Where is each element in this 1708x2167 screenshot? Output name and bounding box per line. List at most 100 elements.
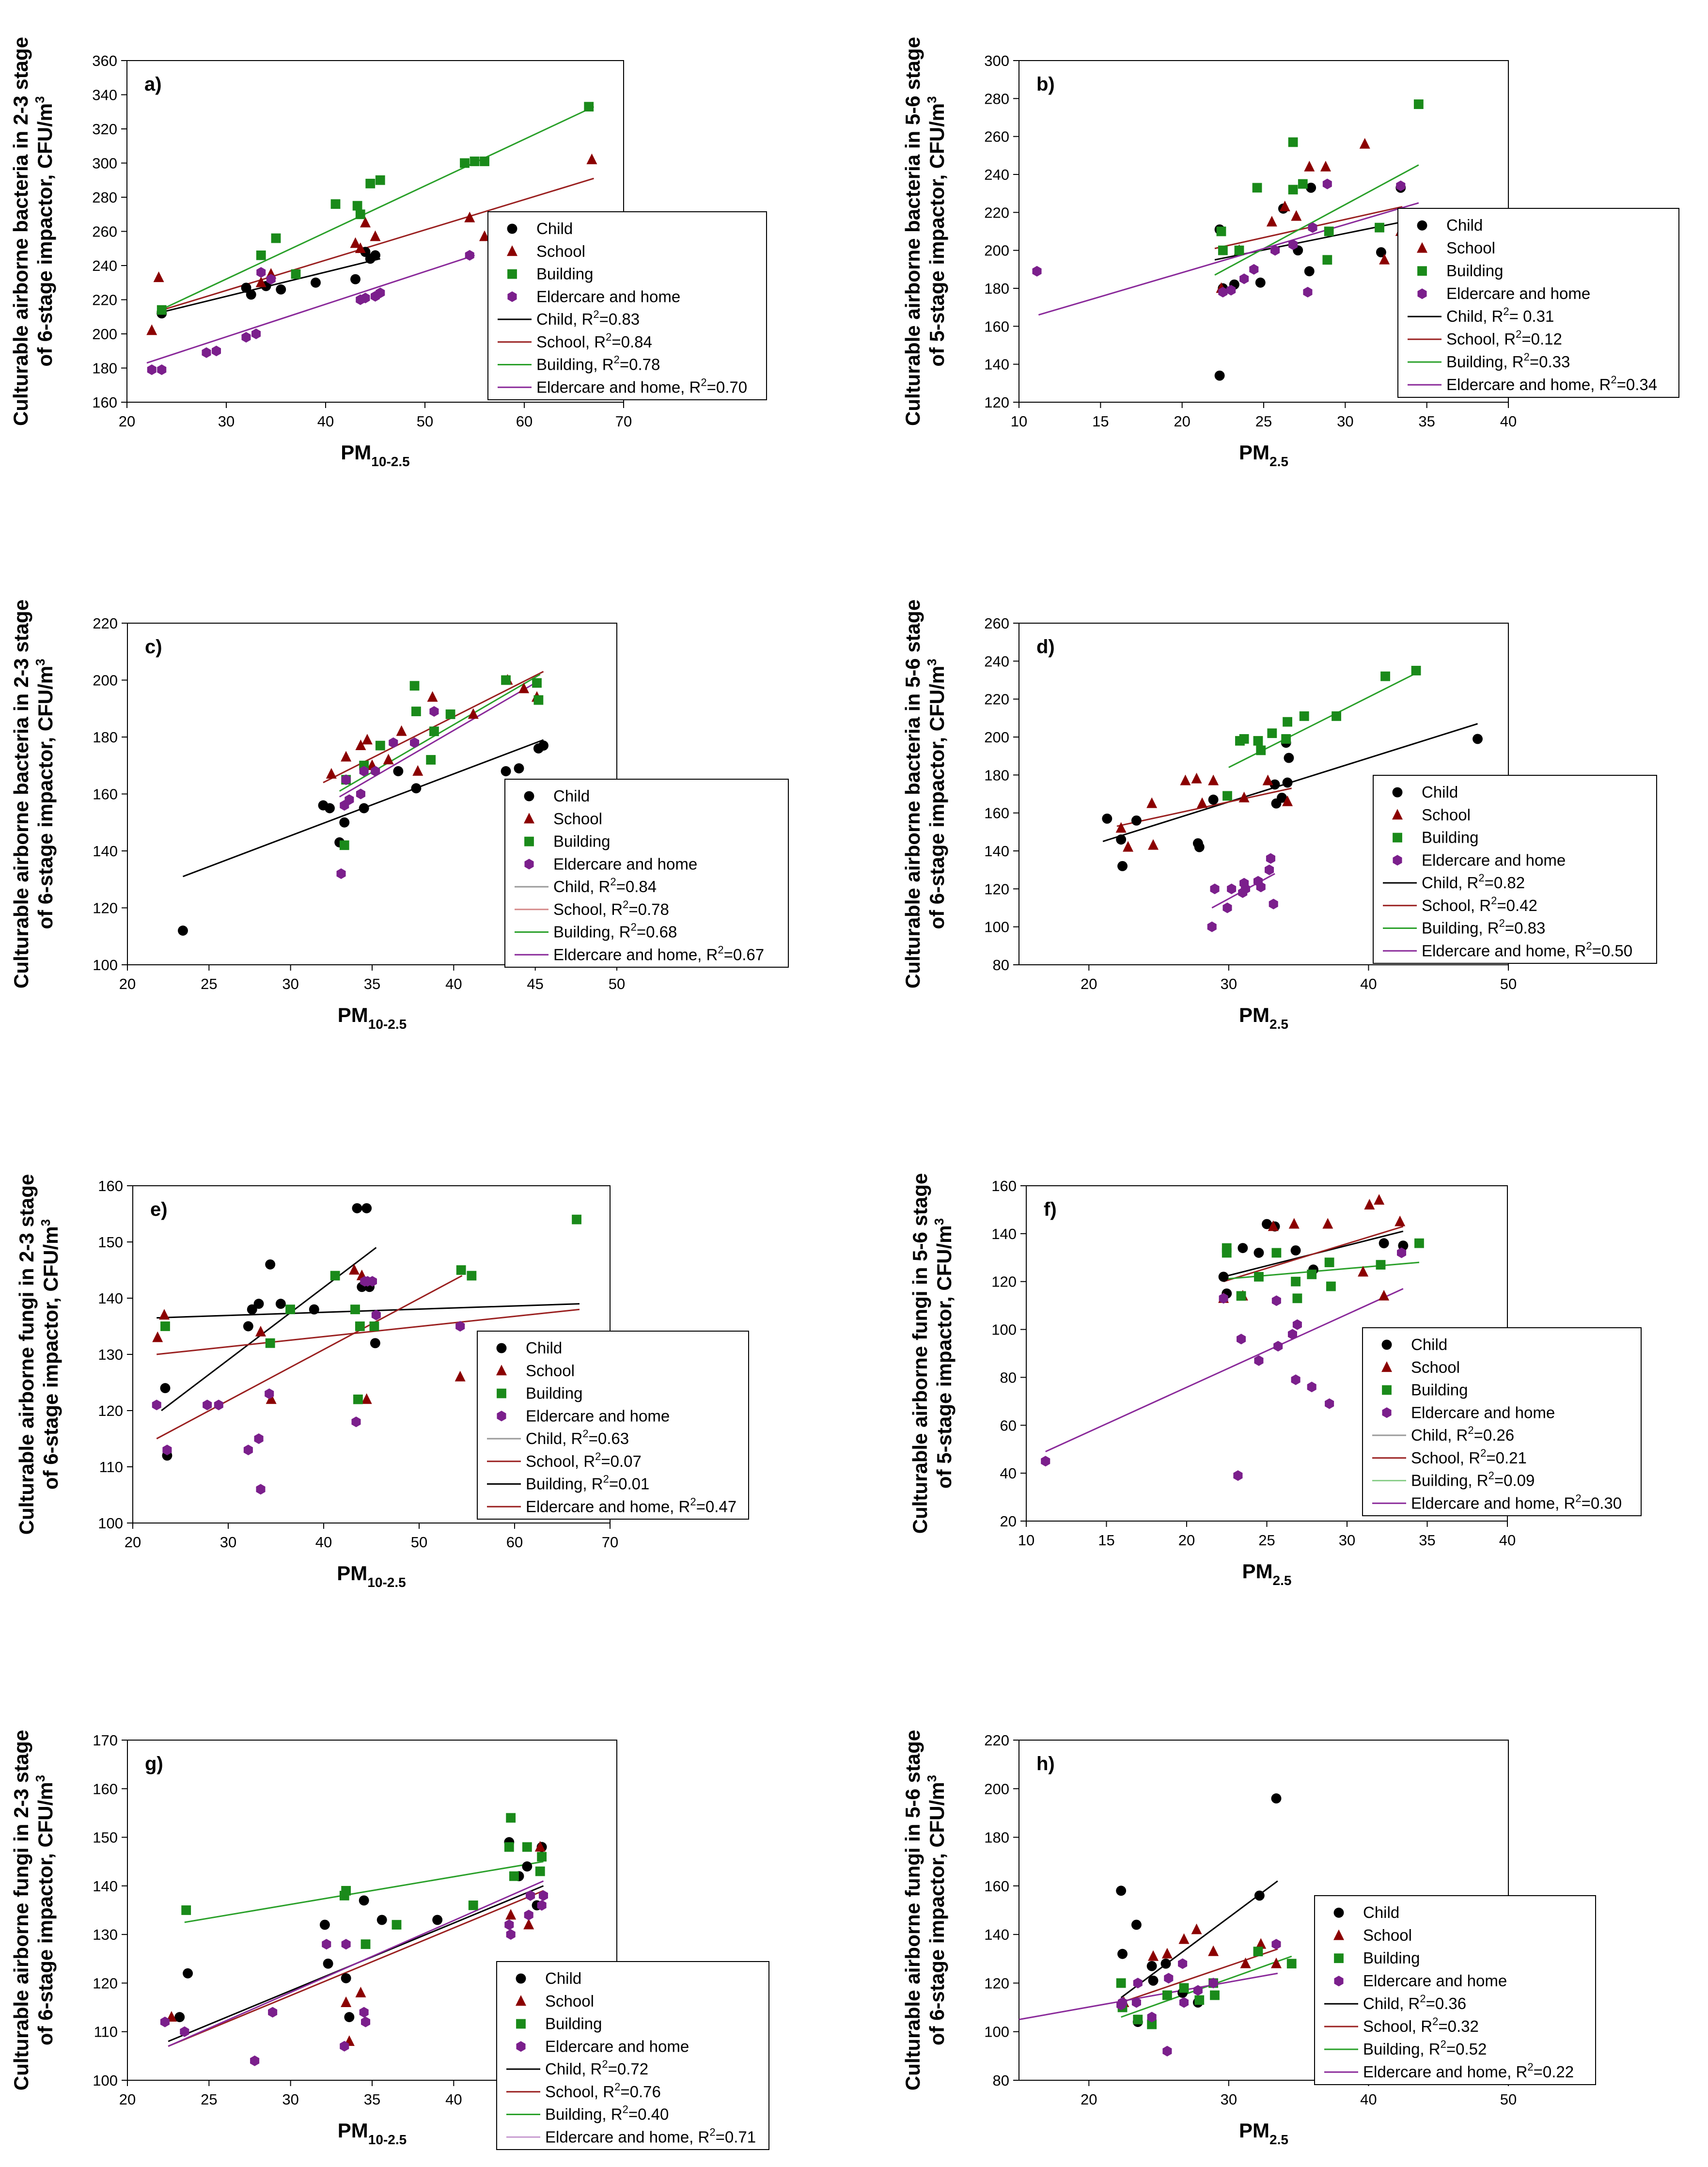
legend: Child School Building Eldercare and home Chi… — [477, 1331, 749, 1520]
point-child — [522, 1861, 533, 1872]
point-eldercare-and-home — [361, 2016, 371, 2027]
point-school — [1161, 1947, 1173, 1959]
point-eldercare-and-home — [1256, 881, 1266, 893]
point-building — [1326, 1281, 1336, 1291]
point-school — [505, 1909, 517, 1920]
point-school — [1395, 1215, 1406, 1226]
point-eldercare-and-home — [341, 1939, 351, 1950]
legend-fit-r2: =0.50 — [1592, 942, 1633, 959]
x-tick-label: 35 — [1419, 1532, 1435, 1549]
point-eldercare-and-home — [1265, 864, 1274, 876]
x-axis-label-sub: 2.5 — [1269, 1017, 1288, 1032]
point-eldercare-and-home — [359, 766, 369, 777]
x-tick-label: 40 — [1499, 1532, 1516, 1549]
fit-line-school — [157, 1308, 580, 1355]
point-building — [350, 1304, 360, 1315]
legend-fit-name: Child, R — [536, 310, 593, 328]
point-school — [341, 751, 352, 762]
fit-line-building — [156, 106, 595, 313]
x-axis-label: PM2.5 — [1239, 2119, 1288, 2147]
y-axis-label-line2: of 6-stage impactor, CFU/m — [34, 666, 57, 929]
point-building — [506, 1813, 516, 1823]
point-building — [1162, 1990, 1172, 2000]
legend-marker-child — [1392, 787, 1403, 798]
legend-fit-name: School, R — [536, 333, 606, 351]
legend-box — [1397, 208, 1679, 398]
point-child — [538, 740, 548, 751]
panel-c: 100 120 140 160 180 200 220 20 25 30 35 40 45 50 c) Cul… — [10, 599, 789, 1032]
point-eldercare-and-home — [356, 788, 365, 800]
point-building — [1222, 1248, 1232, 1258]
point-child — [1269, 779, 1280, 790]
point-child — [1379, 1238, 1389, 1249]
legend-fit-label: Building, R2=0.52 — [1363, 2038, 1487, 2058]
x-tick-label: 60 — [516, 413, 533, 430]
point-eldercare-and-home — [152, 1399, 161, 1411]
point-eldercare-and-home — [1288, 239, 1298, 250]
point-eldercare-and-home — [1178, 1958, 1188, 1969]
y-axis-unit-exponent: 3 — [33, 659, 47, 665]
point-school — [146, 324, 157, 335]
legend-fit-label: School, R2=0.78 — [553, 898, 669, 918]
point-building — [480, 157, 489, 166]
point-eldercare-and-home — [367, 1276, 377, 1287]
y-axis-label: Culturable airborne fungi in 5-6 stageof… — [901, 1730, 948, 2090]
point-eldercare-and-home — [1240, 883, 1251, 895]
legend-marker-building — [1334, 1953, 1344, 1963]
x-tick-label: 40 — [1360, 2091, 1377, 2108]
point-child — [1208, 794, 1219, 805]
x-tick-label: 20 — [119, 975, 136, 992]
y-tick-label: 130 — [98, 1346, 123, 1363]
legend-marker-eldercare-and-home — [516, 2041, 526, 2052]
legend-fit-label: Eldercare and home, R2=0.67 — [553, 943, 764, 963]
legend-fit-name: Eldercare and home, R — [536, 378, 701, 396]
point-eldercare-and-home — [214, 1399, 223, 1411]
legend-marker-eldercare-and-home — [497, 1411, 506, 1422]
point-building — [291, 269, 301, 279]
y-tick-label: 170 — [93, 1732, 118, 1749]
point-child — [253, 1299, 264, 1309]
y-tick-label: 100 — [984, 2024, 1009, 2041]
legend-marker-eldercare-and-home — [1417, 288, 1427, 299]
legend-fit-r2: =0.36 — [1426, 1994, 1467, 2012]
point-school — [1268, 1220, 1279, 1231]
x-tick-label: 15 — [1092, 413, 1109, 430]
point-building — [285, 1304, 295, 1315]
y-tick-label: 300 — [984, 52, 1009, 69]
legend-fit-name: School, R — [1363, 2017, 1432, 2035]
fit-line-child — [1120, 1880, 1278, 1998]
point-child — [339, 817, 350, 828]
legend-fit-name: School, R — [526, 1452, 595, 1470]
point-school — [454, 1370, 466, 1382]
legend: Child School Building Eldercare and home Chi… — [496, 1961, 769, 2150]
fit-line-eldercare-and-home — [1038, 202, 1419, 316]
point-eldercare-and-home — [1207, 921, 1217, 932]
legend-fit-label: School, R2=0.84 — [536, 331, 652, 351]
point-child — [514, 763, 524, 774]
point-school — [153, 271, 164, 283]
point-child — [432, 1915, 443, 1925]
legend-fit-name: Eldercare and home, R — [526, 1497, 690, 1515]
legend-fit-exponent: 2 — [631, 921, 637, 933]
point-eldercare-and-home — [1233, 1470, 1243, 1481]
legend: Child School Building Eldercare and home Chi… — [1314, 1895, 1596, 2085]
panel-g: 100110120130140150160170202530354045g)Cu… — [10, 1730, 769, 2150]
legend-marker-building — [524, 836, 534, 847]
legend-fit-name: Building, R — [1363, 2040, 1441, 2058]
y-tick-label: 220 — [93, 615, 118, 632]
legend-fit-exponent: 2 — [614, 2081, 620, 2093]
y-tick-label: 120 — [93, 1975, 118, 1992]
point-building — [411, 707, 421, 717]
legend-fit-name: School, R — [545, 2083, 614, 2101]
point-school — [412, 765, 423, 776]
legend-label-eldercare-and-home: Eldercare and home — [1363, 1972, 1507, 1990]
y-tick-label: 40 — [1000, 1465, 1017, 1482]
x-tick-label: 25 — [1255, 413, 1272, 430]
point-building — [409, 681, 420, 691]
point-eldercare-and-home — [465, 250, 474, 261]
x-axis-label: PM2.5 — [1239, 1004, 1288, 1032]
legend-fit-label: Child, R2=0.82 — [1422, 872, 1525, 892]
point-eldercare-and-home — [1164, 1973, 1174, 1984]
